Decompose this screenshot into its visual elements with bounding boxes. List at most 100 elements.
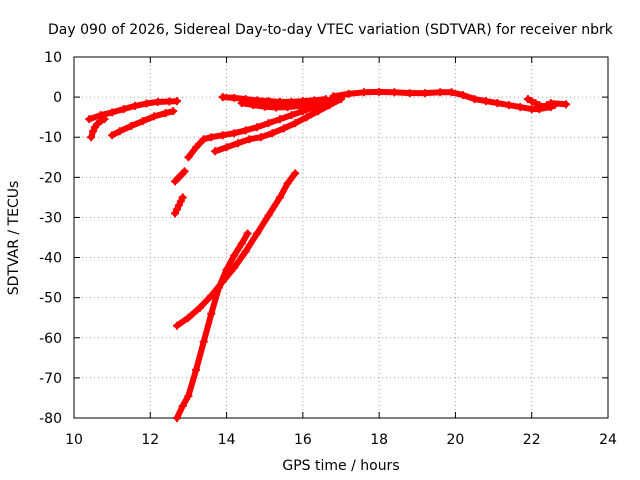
y-tick-label: -60 <box>39 331 62 347</box>
data-point <box>207 133 216 142</box>
data-point <box>108 108 117 117</box>
y-tick-label: 10 <box>44 50 62 66</box>
data-point <box>115 127 124 136</box>
data-point <box>249 101 258 110</box>
x-tick-label: 24 <box>599 432 617 448</box>
data-point <box>178 193 187 202</box>
series-arc-steep-rise <box>184 101 326 162</box>
data-point <box>153 97 162 106</box>
data-point <box>165 97 174 106</box>
data-point <box>180 167 189 176</box>
data-point <box>184 153 193 162</box>
data-point <box>161 109 170 118</box>
data-point <box>192 365 201 374</box>
data-point <box>298 107 307 116</box>
data-point <box>264 211 273 220</box>
y-tick-label: -40 <box>39 251 62 267</box>
data-point <box>237 239 246 248</box>
data-point <box>562 100 571 109</box>
data-point <box>264 119 273 128</box>
series-arc-upper-morning <box>85 97 181 124</box>
data-point <box>108 131 117 140</box>
series-trace <box>174 170 299 329</box>
data-point <box>390 88 399 97</box>
x-tick-label: 20 <box>447 432 465 448</box>
data-point <box>253 123 262 132</box>
series-trace <box>238 94 344 111</box>
data-point <box>119 105 128 114</box>
series-arc-diagonal-steep <box>172 229 252 422</box>
data-point <box>317 97 326 106</box>
data-point <box>245 135 254 144</box>
data-point <box>287 111 296 120</box>
data-point <box>100 115 109 124</box>
data-point <box>131 101 140 110</box>
y-tick-label: -20 <box>39 170 62 186</box>
data-point <box>85 115 94 124</box>
series-arc-fragment-a <box>171 167 189 186</box>
chart-title: Day 090 of 2026, Sidereal Day-to-day VTE… <box>48 22 614 38</box>
data-point <box>359 88 368 97</box>
data-point <box>230 263 239 272</box>
data-point <box>211 147 220 156</box>
data-point <box>253 229 262 238</box>
data-point <box>174 201 183 210</box>
y-axis-label: SDTVAR / TECUs <box>6 181 22 296</box>
data-point <box>172 205 181 214</box>
data-point <box>291 169 300 178</box>
data-point <box>172 414 181 422</box>
data-point <box>199 337 208 346</box>
data-point <box>214 283 223 292</box>
data-point <box>230 129 239 138</box>
x-tick-label: 10 <box>65 432 83 448</box>
data-point <box>127 121 136 130</box>
series-arc-fragment-b <box>171 193 187 218</box>
data-point <box>89 127 98 136</box>
data-point <box>275 115 284 124</box>
data-point <box>302 113 311 122</box>
x-tick-label: 22 <box>523 432 541 448</box>
data-point <box>184 313 193 322</box>
data-point <box>314 107 323 116</box>
data-point <box>218 131 227 140</box>
data-point <box>222 265 231 274</box>
y-tick-label: -30 <box>39 210 62 226</box>
data-point <box>527 105 536 114</box>
series-arc-late-tail <box>523 95 571 112</box>
series-arc-afternoon <box>329 87 559 114</box>
data-point <box>516 103 525 112</box>
y-tick-label: -70 <box>39 371 62 387</box>
data-point <box>268 129 277 138</box>
data-point <box>150 112 159 121</box>
data-point <box>275 193 284 202</box>
data-point <box>172 97 181 106</box>
data-point <box>264 97 273 106</box>
grid <box>74 57 608 418</box>
data-point <box>138 117 147 126</box>
x-tick-label: 16 <box>294 432 312 448</box>
data-point <box>493 99 502 108</box>
data-point <box>546 99 555 108</box>
data-point <box>291 119 300 128</box>
series-trace <box>219 94 329 105</box>
data-point <box>241 126 250 135</box>
data-point <box>169 107 178 116</box>
data-point <box>420 89 429 98</box>
data-point <box>481 97 490 106</box>
y-axis-ticks: 10 0 -10 -20 -30 -40 -50 -60 -70 -80 <box>39 50 608 427</box>
data-point <box>192 143 201 152</box>
x-tick-label: 18 <box>370 432 388 448</box>
data-point <box>230 251 239 260</box>
series-arc-lower-morning <box>108 107 178 140</box>
data-point <box>241 247 250 256</box>
data-point <box>306 100 315 109</box>
y-tick-label: 0 <box>53 90 62 106</box>
data-point <box>234 139 243 148</box>
plot-frame <box>73 56 609 419</box>
data-point <box>171 209 180 218</box>
x-tick-label: 14 <box>218 432 236 448</box>
x-tick-label: 12 <box>141 432 159 448</box>
data-point <box>178 401 187 410</box>
data-point <box>260 102 269 111</box>
data-point <box>199 135 208 144</box>
